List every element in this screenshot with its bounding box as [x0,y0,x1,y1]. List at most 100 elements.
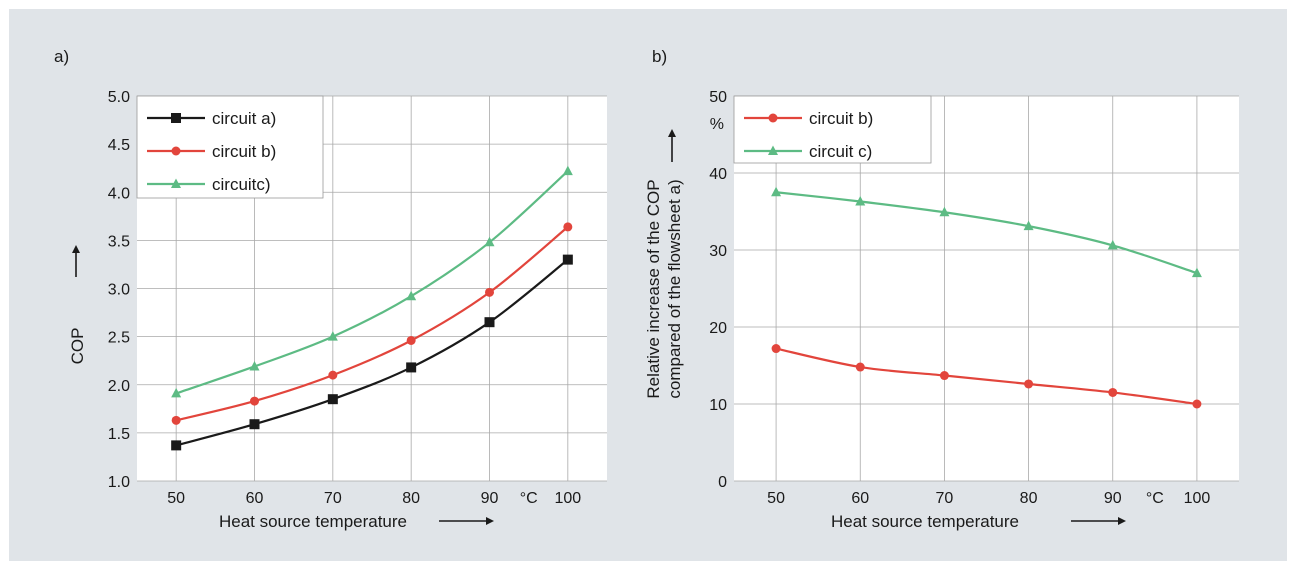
panel-a-data-point [406,362,417,373]
panel-b-y-arrow [668,129,676,162]
panel-b-label: b) [652,47,667,66]
panel-b-x-unit: °C [1146,490,1164,507]
panel-b-data-point [1024,379,1034,389]
panel-a-legend-label: circuit a) [212,109,276,128]
panel-a-legend-entry: circuitc) [147,175,271,194]
panel-a-series-line [175,258,569,447]
panel-a-data-point [562,165,573,176]
panel-a-data-point [250,396,259,406]
panel-a-data-point [484,317,495,328]
panel-b-data-point [771,186,782,197]
panel-a-x-tick-label: 80 [402,490,420,507]
panel-b-legend-swatch-marker [768,145,778,155]
panel-a-data-point [485,287,494,297]
panel-b-series-1 [771,344,1202,409]
panel-a-data-point [562,254,573,265]
panel-a-y-tick-label: 2.0 [108,378,130,395]
panel-a-x-axis-label: Heat source temperature [219,512,407,531]
figure-background: a) 1.0 1.5 2.0 2.5 3.0 3.5 4.0 4.5 5.0 50 60 70 80 90 1… [9,9,1287,561]
panel-b-x-arrow [1071,517,1126,525]
panel-a-x-tick-label: 60 [246,490,264,507]
panel-a-legend-box [136,95,324,199]
panel-b-x-axis-label: Heat source temperature [831,512,1019,531]
panel-b-legend-label: circuit b) [809,109,873,128]
panel-a-legend-entry: circuit b) [147,142,276,161]
panel-a-data-point [327,331,338,341]
panel-b-x-tick-label: 80 [1020,490,1038,507]
panel-b-data-point [771,344,781,354]
panel-b-x-tick-label: 90 [1104,490,1122,507]
panel-a-data-point [249,419,260,430]
panel-a-legend-label: circuitc) [212,175,271,194]
panel-b-y-axis-label-line2: compared of the flowsheet a) [665,179,684,398]
panel-b-y-tick-label: 50 [709,89,727,106]
panel-a-legend-swatch-marker [171,178,181,188]
panel-a-data-point [171,415,181,425]
panel-a-legend-swatch-marker [171,146,181,156]
panel-a-legend: circuit a) circuit b) circuitc) [136,95,324,199]
panel-b-series-2 [771,186,1202,278]
panel-a-y-tick-label: 4.5 [108,137,130,154]
panel-a-series-3 [171,165,573,398]
panel-b-data-point [855,195,866,206]
panel-a-data-point [563,222,573,232]
panel-a-x-tick-label: 100 [554,490,581,507]
panel-a-y-arrow [72,245,80,277]
panel-b-data-point [1023,220,1034,231]
panel-a-data-point [171,387,182,398]
panel-b-data-point [1192,399,1202,409]
panel-a-y-axis-label: COP [68,328,87,365]
panel-b-legend: circuit b) circuit c) [733,95,932,164]
panel-b-y-unit: % [710,116,724,133]
panel-b-y-tick-label: 20 [709,320,727,337]
panel-a-x-tick-label: 50 [167,490,185,507]
panel-b-y-arrow-head [668,129,676,137]
panel-a-data-point [171,440,182,451]
panel-a-x-tick-label: 70 [324,490,342,507]
panel-b-data-point [939,371,949,381]
panel-b-x-arrow-head [1118,517,1126,525]
panel-b-data-point [1107,239,1118,250]
panel-b-data-point [939,206,950,217]
panel-a-data-point [406,335,416,345]
panel-a-legend-swatch-marker [171,113,181,123]
panel-a-legend-label: circuit b) [212,142,276,161]
panel-a-y-tick-label: 5.0 [108,89,130,106]
panel-a-series-2 [171,222,573,425]
panel-a-y-tick-label: 3.5 [108,233,130,250]
panel-a-series-1 [171,254,573,451]
panel-a-data-point [406,290,417,301]
panel-a-x-unit: °C [520,490,538,507]
panel-b-y-tick-label: 0 [718,474,727,491]
panel-b-legend-entry: circuit c) [744,142,872,161]
panel-b-y-tick-label: 10 [709,397,727,414]
panel-a-data-point [327,394,338,405]
panel-a-y-tick-label: 1.5 [108,426,130,443]
panel-b-data-point [1108,387,1118,397]
panel-b-x-tick-label: 70 [936,490,954,507]
panel-b-x-tick-label: 100 [1184,490,1211,507]
panel-b-series-line [775,191,1198,275]
panel-b-y-tick-label: 40 [709,166,727,183]
panel-b-x-tick-label: 60 [851,490,869,507]
panel-b-data-point [855,362,865,372]
panel-a-y-tick-label: 1.0 [108,474,130,491]
panel-b-legend-label: circuit c) [809,142,872,161]
panel-b-y-axis-label-line1: Relative increase of the COP [644,179,663,398]
panel-a-data-point [249,360,260,371]
panel-a-x-tick-label: 90 [481,490,499,507]
panel-b-series-line [775,347,1198,406]
panel-b-legend-swatch-marker [768,113,778,123]
panel-a-data-point [484,236,495,247]
panel-b-x-tick-label: 50 [767,490,785,507]
panel-a-y-tick-label: 4.0 [108,185,130,202]
panel-a-label: a) [54,47,69,66]
panel-a-x-arrow-head [486,517,494,525]
panel-b-legend-entry: circuit b) [744,109,873,128]
panel-b-y-tick-label: 30 [709,243,727,260]
panel-a-y-arrow-head [72,245,80,253]
panel-a-legend-entry: circuit a) [147,109,276,128]
panel-a-series-line [175,170,569,395]
chart-canvas: a) 1.0 1.5 2.0 2.5 3.0 3.5 4.0 4.5 5.0 50 60 70 80 90 1… [54,47,1239,531]
panel-a-y-tick-label: 2.5 [108,330,130,347]
